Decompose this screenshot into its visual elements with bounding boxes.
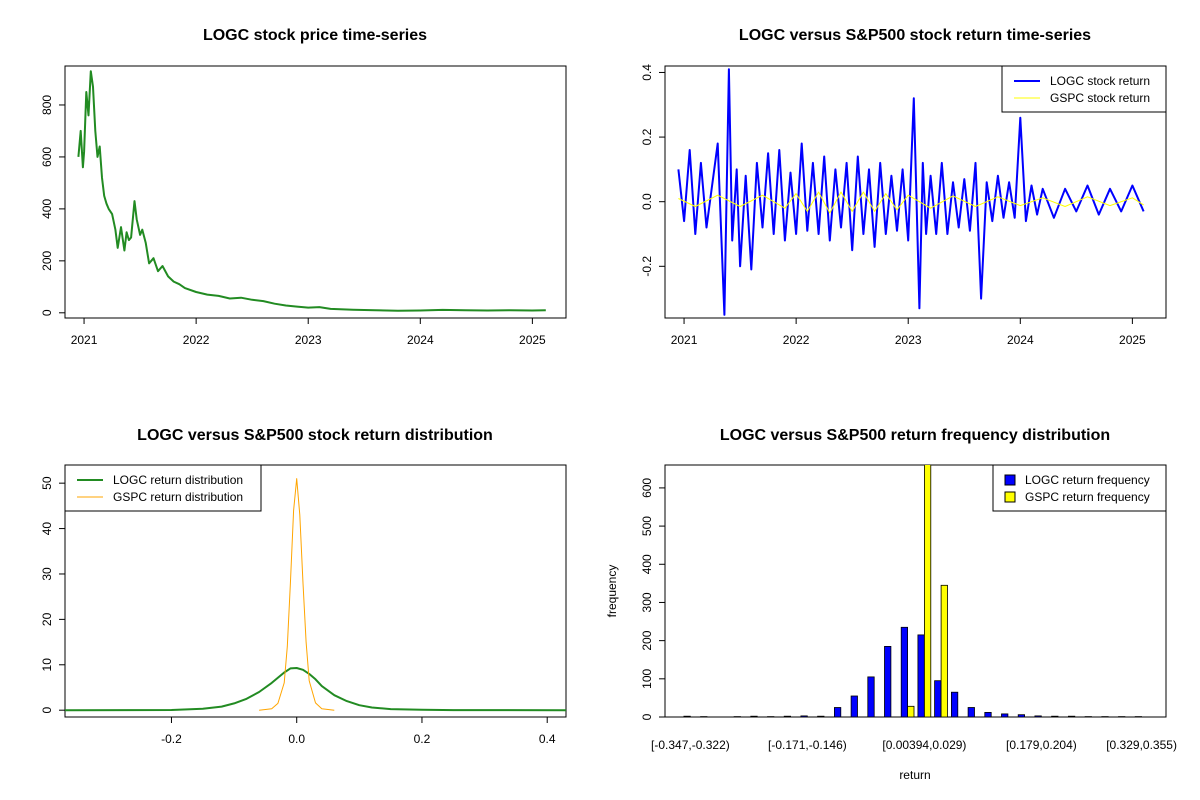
- y-tick-label: 200: [40, 251, 54, 271]
- x-tick-label: 2024: [1007, 333, 1034, 347]
- bars-group: [683, 465, 1142, 717]
- bar-logc: [867, 676, 875, 717]
- bar-logc: [817, 715, 825, 717]
- bar-logc: [1051, 715, 1059, 717]
- bar-logc: [900, 626, 909, 717]
- bar-logc: [834, 707, 842, 717]
- y-tick-label: 30: [40, 567, 54, 581]
- y-tick-label: 0: [40, 707, 54, 714]
- x-tick-label: [-0.347,-0.322): [651, 738, 730, 752]
- y-tick-label: 500: [640, 516, 654, 536]
- legend-label: LOGC return distribution: [113, 473, 243, 487]
- x-axis-title: return: [899, 768, 930, 782]
- y-tick-label: 600: [640, 478, 654, 498]
- legend-3: LOGC return frequency GSPC return frequen…: [992, 464, 1167, 512]
- gspc-return-line: [678, 191, 1144, 214]
- bar-logc: [884, 646, 892, 717]
- legend-label: GSPC stock return: [1050, 91, 1150, 105]
- plot-frame-1: [664, 65, 1167, 319]
- bar-gspc: [940, 584, 948, 717]
- logc-density-line: [64, 667, 567, 712]
- bar-logc: [750, 715, 758, 717]
- x-tick-label: 2023: [295, 333, 322, 347]
- x-tick-label: 2022: [183, 333, 210, 347]
- legend-swatch: [1004, 474, 1016, 486]
- chart-title-2: LOGC versus S&P500 stock return distribu…: [137, 427, 493, 444]
- bar-logc: [850, 695, 858, 717]
- y-tick-label: 0.0: [640, 193, 654, 210]
- legend-label: LOGC return frequency: [1025, 473, 1150, 487]
- chart-title-3: LOGC versus S&P500 return frequency dist…: [720, 427, 1110, 444]
- x-tick-label: -0.2: [161, 732, 182, 746]
- plot-frame-0: [64, 65, 567, 319]
- x-tick-label: 2022: [783, 333, 810, 347]
- chart-title-1: LOGC versus S&P500 stock return time-ser…: [739, 27, 1091, 44]
- legend-swatch: [1004, 491, 1016, 503]
- y-tick-label: 400: [640, 554, 654, 574]
- x-tick-label: 2025: [1119, 333, 1146, 347]
- legend-1: LOGC stock return GSPC stock return: [1001, 65, 1167, 113]
- chart-title-0: LOGC stock price time-series: [203, 27, 427, 44]
- y-tick-label: 0: [640, 713, 654, 720]
- bar-logc: [967, 707, 975, 717]
- y-tick-label: 300: [640, 592, 654, 612]
- bar-logc: [917, 634, 925, 717]
- bar-logc: [1017, 714, 1026, 717]
- x-tick-label: [0.179,0.204): [1006, 738, 1077, 752]
- y-tick-label: 20: [40, 612, 54, 626]
- y-axis-title: frequency: [605, 565, 619, 618]
- y-tick-label: 10: [40, 658, 54, 672]
- x-tick-label: [0.00394,0.029): [882, 738, 966, 752]
- x-tick-label: 2023: [895, 333, 922, 347]
- bar-logc: [1068, 715, 1076, 717]
- legend-box: [1001, 65, 1167, 113]
- x-tick-label: 0.4: [539, 732, 556, 746]
- legend-label: LOGC stock return: [1050, 74, 1150, 88]
- bar-logc: [800, 715, 808, 717]
- y-tick-label: 600: [40, 147, 54, 167]
- bar-logc: [1034, 715, 1042, 717]
- x-tick-label: [-0.171,-0.146): [768, 738, 847, 752]
- legend-label: GSPC return frequency: [1025, 490, 1150, 504]
- y-tick-label: 0.4: [640, 64, 654, 81]
- bar-gspc: [924, 465, 932, 717]
- y-tick-label: 50: [40, 476, 54, 490]
- bar-logc: [951, 691, 959, 717]
- y-tick-label: 0.2: [640, 128, 654, 145]
- x-tick-label: 0.2: [414, 732, 431, 746]
- logc-return-line: [677, 68, 1145, 316]
- y-tick-label: 100: [640, 668, 654, 688]
- y-tick-label: -0.2: [640, 256, 654, 277]
- bar-logc: [683, 715, 691, 717]
- plot-frame-3: [664, 464, 1167, 718]
- plot-frame-2: [64, 464, 567, 718]
- x-tick-label: 2025: [519, 333, 546, 347]
- y-tick-label: 800: [40, 95, 54, 115]
- y-tick-label: 200: [640, 630, 654, 650]
- y-tick-label: 400: [40, 199, 54, 219]
- legend-label: GSPC return distribution: [113, 490, 243, 504]
- bar-gspc: [907, 705, 915, 717]
- bar-logc: [934, 680, 942, 717]
- legend-2: LOGC return distribution GSPC return dist…: [64, 464, 262, 512]
- bar-logc: [783, 715, 792, 717]
- x-tick-label: 0.0: [288, 732, 305, 746]
- bar-logc: [1001, 713, 1009, 717]
- bar-logc: [984, 712, 992, 717]
- price-line: [77, 70, 546, 312]
- x-tick-label: 2021: [71, 333, 98, 347]
- x-tick-label: [0.329,0.355): [1106, 738, 1177, 752]
- gspc-density-line: [259, 478, 335, 711]
- y-tick-label: 0: [40, 309, 54, 316]
- x-tick-label: 2021: [671, 333, 698, 347]
- y-tick-label: 40: [40, 522, 54, 536]
- legend-box: [992, 464, 1167, 512]
- legend-box: [64, 464, 262, 512]
- x-tick-label: 2024: [407, 333, 434, 347]
